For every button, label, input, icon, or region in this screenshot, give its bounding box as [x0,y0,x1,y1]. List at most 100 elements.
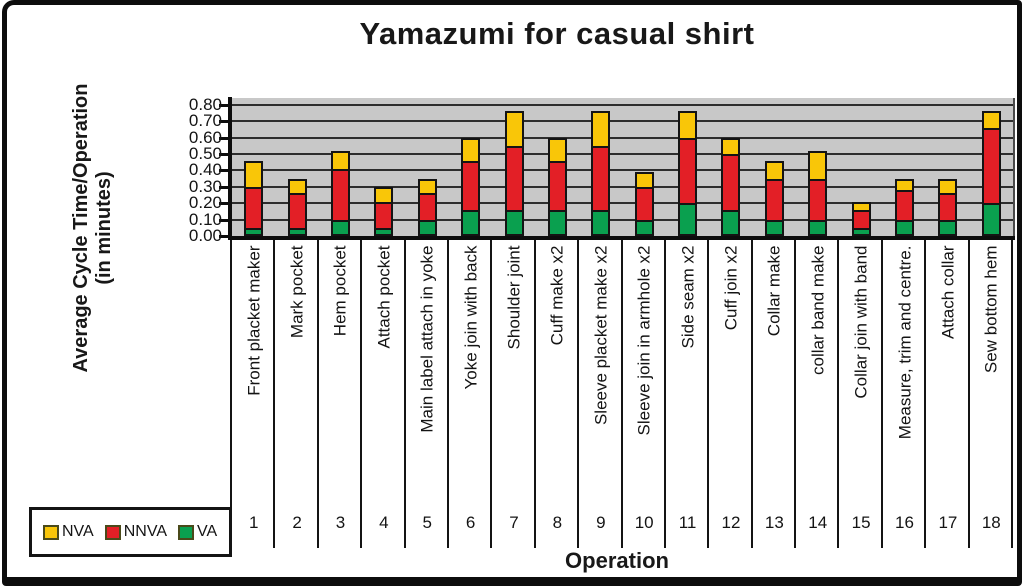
bar-segment-nnva [678,137,698,206]
gridline [232,202,1013,205]
operation-number: 4 [379,513,389,532]
y-axis-title: Average Cycle Time/Operation (in minutes… [70,46,120,410]
x-category-label: Yoke join with back [461,245,481,390]
bar-segment-nva [895,178,915,193]
bar-segment-nnva [721,154,741,212]
bar-segment-va [808,219,828,236]
x-axis-title: Operation [565,548,669,573]
bar-segment-nnva [504,145,524,212]
y-tick-label: 0.20 [188,193,222,213]
category-separator [446,240,449,548]
bar-segment-nva [938,178,958,196]
x-category-label: Cuff join x2 [721,245,741,331]
operation-number: 8 [552,513,563,532]
x-category-label: Mark pocket [287,245,307,339]
bar-segment-nnva [591,145,611,212]
category-separator [750,240,753,548]
gridline [232,169,1013,172]
y-tick-label: 0.40 [188,160,222,180]
bar-segment-nnva [981,127,1001,206]
operation-number: 14 [808,513,828,532]
x-category-label: Sleeve placket make x2 [591,245,611,426]
category-separator [360,240,363,548]
bar-segment-nva [591,111,611,148]
category-separator [707,240,710,548]
bar-segment-nva [287,178,307,196]
bar-segment-nva [461,137,481,163]
bar-segment-nva [678,111,698,140]
bar-segment-nva [634,172,654,189]
category-separator [230,240,232,548]
bar-segment-nnva [547,160,567,212]
category-separator [663,240,666,548]
y-axis-tick [219,136,228,140]
bar-segment-nnva [634,186,654,222]
bar-segment-va [764,219,784,236]
y-axis-title-line2: (in minutes) [93,171,115,285]
x-category-label: collar band make [808,245,828,375]
legend-item: NVA [43,523,94,541]
gridline [232,218,1013,221]
bar-segment-nnva [764,178,784,222]
legend-swatch-nva [43,524,59,540]
y-tick-label: 0.10 [188,209,222,229]
operation-number: 2 [292,513,302,532]
bar-segment-nva [721,137,741,156]
bar-segment-nnva [461,160,481,212]
bar-segment-nva [417,178,437,196]
x-category-label: Sleeve join in armhole x2 [634,245,654,436]
y-tick-label: 0.80 [188,94,222,114]
category-separator [490,240,493,548]
x-category-label: Cuff make x2 [547,245,567,346]
gridline [232,185,1013,188]
bar-segment-va [721,209,741,236]
bar-segment-va [895,219,915,236]
y-axis-title-line1: Average Cycle Time/Operation [70,83,92,373]
gridline [232,120,1013,123]
y-tick-label: 0.50 [188,144,222,163]
gridline [232,103,1013,106]
x-category-label: Collar make [764,245,784,337]
y-axis-line [228,97,232,239]
x-category-label: Hem pocket [330,245,350,337]
bar-segment-nva [764,160,784,181]
category-separator [273,240,276,548]
y-axis-tick [219,218,228,222]
operation-number: 3 [335,513,346,532]
legend-label: NVA [62,523,94,540]
bar-segment-nnva [851,209,871,230]
legend-item: VA [177,523,217,541]
x-category-label: Shoulder joint [504,245,524,350]
operation-number: 10 [634,513,654,532]
y-axis-tick [219,202,228,206]
operation-number: 9 [596,513,606,532]
bar-segment-nva [981,111,1001,130]
x-axis-line [228,236,1015,240]
y-axis-tick [219,120,228,124]
category-separator [880,240,883,548]
x-category-label: Attach collar [938,245,958,340]
category-separator [577,240,580,548]
bar-segment-va [330,219,350,236]
y-axis-tick [219,235,228,238]
bar-segment-nva [808,150,828,181]
bar-segment-nva [851,201,871,212]
bar-segment-nva [504,111,524,148]
bar-segment-va [634,219,654,236]
bar-segment-nva [547,137,567,163]
operation-number: 13 [764,513,784,532]
chart-title: Yamazumi for casual shirt [359,16,755,51]
bar-segment-va [591,209,611,236]
bar-segment-va [938,219,958,236]
category-separator [967,240,970,548]
y-tick-label: 0.00 [188,226,222,245]
gridline [232,153,1013,155]
bar-segment-va [417,219,437,236]
operation-number: 12 [721,513,741,532]
bar-segment-nnva [808,178,828,222]
legend-item: NNVA [104,523,167,541]
bar-segment-va [981,203,1001,236]
category-separator [620,240,623,548]
operation-number: 15 [851,513,871,532]
